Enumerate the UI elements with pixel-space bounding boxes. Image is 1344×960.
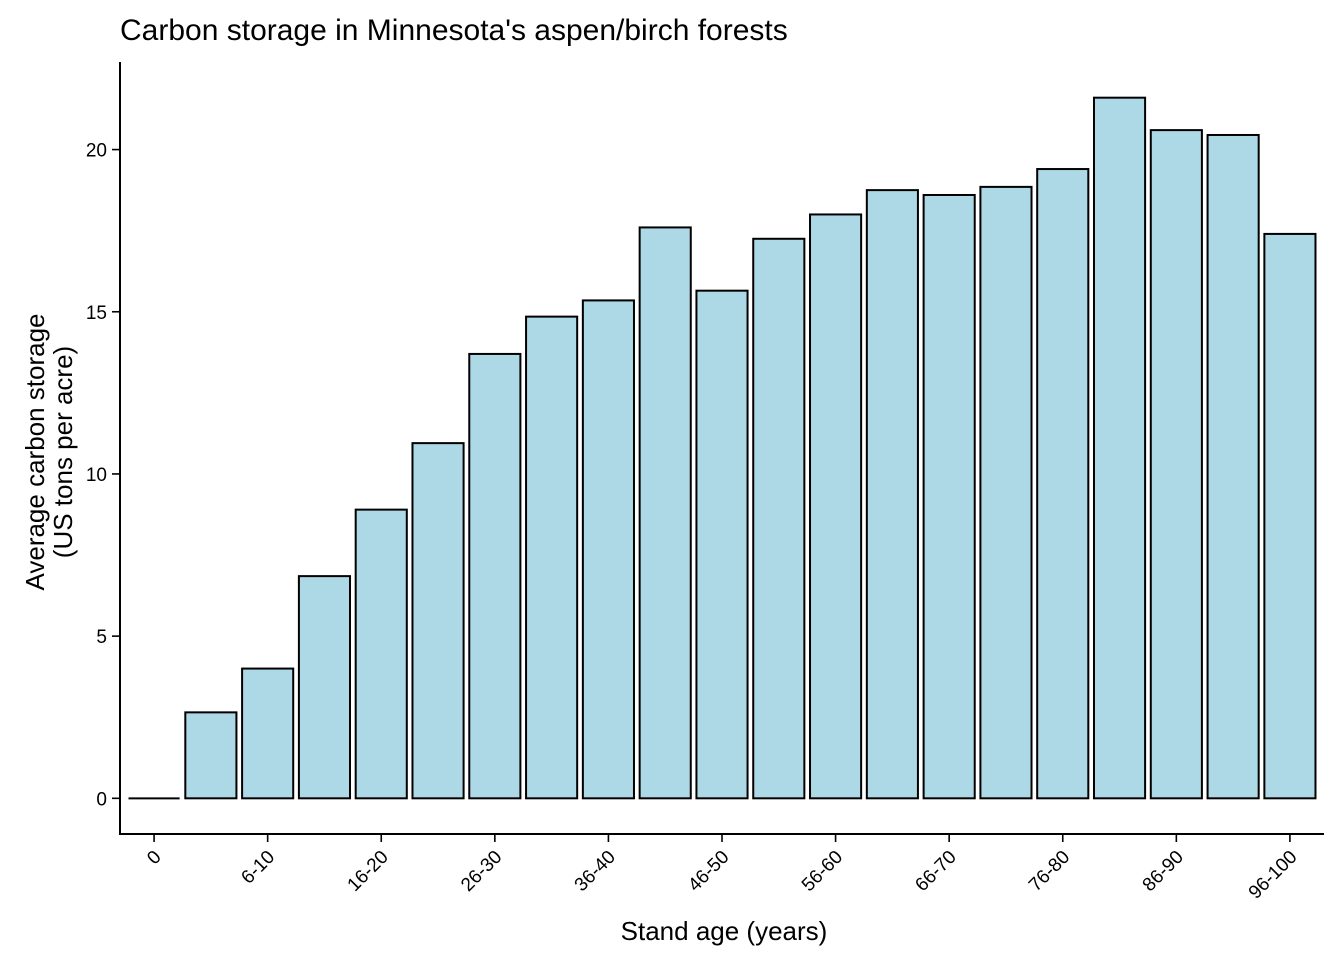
bar-36-40 [581,299,635,800]
y-tick-label: 20 [86,141,107,162]
y-axis-title-line1: Average carbon storage [20,313,50,590]
bar-31-35 [525,315,579,800]
x-axis-title: Stand age (years) [621,916,828,946]
x-tick-label: 86-90 [1139,847,1188,896]
x-tick-label: 16-20 [344,847,393,896]
y-tick-label: 5 [96,627,107,648]
x-tick-label: 6-10 [237,847,279,889]
bar-6-10 [241,667,295,800]
bar-76-80 [1036,168,1090,800]
bar-71-75 [979,185,1033,800]
y-axis-title-line2: (US tons per acre) [48,346,78,558]
y-tick-label: 10 [86,465,107,486]
bar-21-25 [411,442,465,800]
bars-group [128,96,1317,800]
bar-81-85 [1092,96,1147,800]
y-tick-label: 15 [86,303,107,324]
y-axis-title: Average carbon storage (US tons per acre… [20,313,78,590]
bar-26-30 [468,352,522,800]
bar-86-90 [1149,129,1203,800]
bar-61-65 [865,189,919,800]
x-tick-label: 36-40 [571,847,620,896]
y-axis-ticks: 0 5 10 15 20 [86,141,120,810]
x-tick-label: 76-80 [1025,847,1074,896]
bar-46-50 [695,289,749,800]
bar-41-45 [638,226,692,800]
bar-66-70 [922,193,976,800]
x-tick-label: 56-60 [798,847,847,896]
bar-91-95 [1206,133,1260,800]
x-tick-label: 26-30 [457,847,506,896]
bar-11-15 [297,575,352,800]
bar-96-100 [1263,232,1317,800]
x-axis-ticks: 0 6-10 16-20 26-30 36-40 46-50 56-60 66-70 76-80… [143,834,1301,903]
bar-56-60 [809,213,863,800]
x-tick-label: 0 [143,847,165,869]
x-tick-label: 46-50 [684,847,733,896]
bar-16-20 [354,508,408,800]
x-tick-label: 66-70 [911,847,960,896]
x-tick-label: 96-100 [1245,847,1302,904]
bar-51-55 [752,237,806,800]
chart-title: Carbon storage in Minnesota's aspen/birc… [120,14,788,47]
y-tick-label: 0 [96,789,107,810]
bar-1-5 [184,711,238,800]
